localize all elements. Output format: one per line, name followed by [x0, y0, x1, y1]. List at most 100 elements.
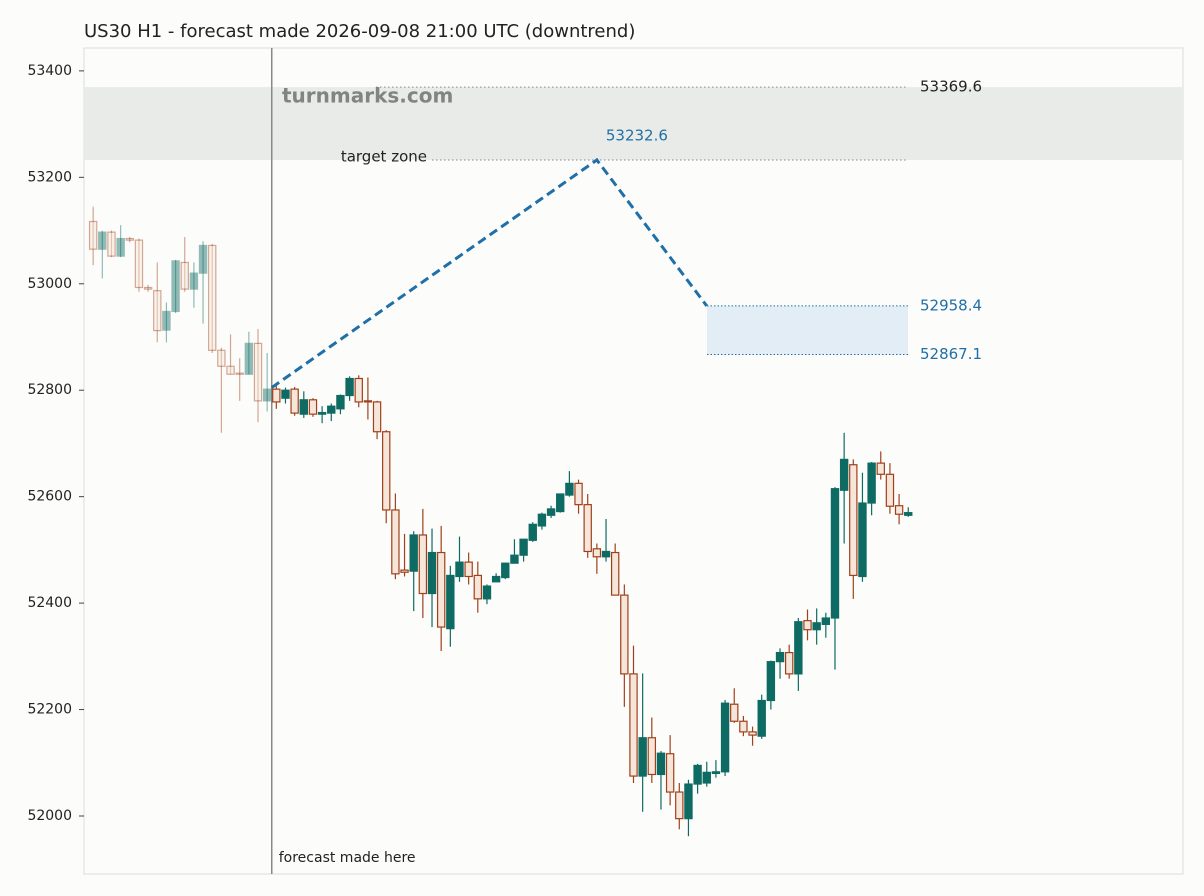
- forecast-zone-label: 52958.4: [920, 296, 982, 314]
- candle-body: [556, 493, 565, 513]
- candle-body: [730, 703, 739, 722]
- candle-body: [299, 399, 309, 415]
- candle-body: [162, 310, 171, 331]
- candle-body: [528, 523, 537, 541]
- candle-body: [327, 405, 336, 414]
- candle-body: [455, 561, 464, 578]
- candle-body: [574, 482, 583, 506]
- candle-body: [400, 569, 409, 573]
- candle-body: [739, 720, 748, 733]
- candle-body: [665, 753, 675, 793]
- candle-body: [98, 231, 107, 250]
- candle-body: [217, 349, 226, 367]
- candle-body: [391, 509, 400, 575]
- candle-body: [702, 771, 711, 784]
- candle-body: [235, 372, 244, 375]
- candle-body: [382, 431, 391, 511]
- candle-body: [409, 534, 418, 572]
- candle-body: [446, 574, 455, 630]
- target-label: target zone: [341, 147, 427, 165]
- candle-body: [656, 752, 666, 776]
- candle-body: [794, 621, 803, 675]
- candle-body: [849, 464, 858, 577]
- candle-body: [491, 575, 501, 583]
- candle-body: [684, 783, 693, 820]
- candle-body: [345, 377, 354, 397]
- candle-body: [766, 661, 776, 702]
- candle-body: [620, 594, 629, 675]
- candle-body: [290, 388, 299, 414]
- candle-body: [134, 239, 144, 289]
- forecast-zone-label: 52867.1: [920, 345, 982, 363]
- candle-body: [308, 399, 318, 415]
- candle-body: [839, 458, 849, 491]
- candle-body: [436, 551, 446, 628]
- watermark: turnmarks.com: [282, 84, 453, 108]
- candle-body: [189, 272, 199, 290]
- forecast-marker-label: forecast made here: [279, 850, 416, 866]
- y-tick-label: 52600: [27, 489, 72, 505]
- candle-body: [757, 699, 766, 737]
- candle-body: [546, 508, 556, 516]
- candle-body: [464, 561, 473, 578]
- candle-body: [565, 482, 574, 496]
- y-tick-label: 53200: [27, 169, 72, 185]
- candle-body: [208, 244, 217, 351]
- forecast-peak-label: 53232.6: [606, 126, 668, 144]
- candle-body: [885, 473, 895, 507]
- candle-body: [418, 534, 428, 595]
- candle-body: [675, 791, 684, 820]
- candle-body: [125, 237, 134, 241]
- candle-body: [821, 617, 831, 625]
- candle-body: [803, 620, 812, 631]
- y-tick-label: 52200: [27, 702, 72, 718]
- candle-body: [876, 462, 885, 475]
- y-tick-label: 52000: [27, 808, 72, 824]
- candle-body: [171, 260, 180, 313]
- candle-body: [610, 551, 620, 596]
- candle-body: [519, 538, 528, 556]
- candle-body: [198, 244, 208, 274]
- candle-body: [281, 389, 290, 399]
- candle-body: [894, 505, 904, 515]
- y-tick-label: 52400: [27, 595, 72, 611]
- candle-body: [244, 342, 254, 375]
- candle-body: [830, 488, 840, 619]
- candle-body: [501, 562, 510, 579]
- candle-body: [601, 550, 611, 558]
- candle-body: [88, 220, 98, 250]
- candle-body: [262, 388, 272, 402]
- candle-body: [592, 548, 602, 558]
- y-tick-label: 53000: [27, 276, 72, 292]
- candle-body: [427, 551, 437, 595]
- candle-body: [336, 394, 345, 410]
- candle-body: [272, 388, 281, 403]
- candle-body: [647, 737, 657, 776]
- candle-body: [867, 462, 876, 504]
- candle-body: [784, 651, 794, 675]
- chart-title: US30 H1 - forecast made 2026-09-08 21:00…: [84, 21, 635, 42]
- forecast-zone: [707, 305, 908, 355]
- candle-body: [583, 504, 592, 553]
- candle-body: [354, 377, 363, 403]
- candle-body: [226, 365, 235, 375]
- candle-body: [180, 261, 189, 290]
- candle-body: [537, 513, 547, 527]
- target-high-label: 53369.6: [920, 78, 982, 96]
- candle-body: [638, 737, 647, 777]
- candle-body: [858, 502, 867, 578]
- candle-body: [775, 651, 785, 663]
- candle-body: [629, 673, 638, 777]
- candle-body: [107, 231, 116, 257]
- candle-body: [720, 702, 730, 773]
- candle-body: [153, 290, 162, 332]
- candle-body: [372, 401, 382, 433]
- forecast-line: [270, 157, 708, 389]
- y-tick-label: 52800: [27, 382, 72, 398]
- candle-body: [812, 622, 821, 631]
- candle-body: [473, 574, 483, 600]
- candle-body: [317, 411, 327, 415]
- candle-body: [510, 554, 519, 564]
- candle-body: [143, 286, 153, 290]
